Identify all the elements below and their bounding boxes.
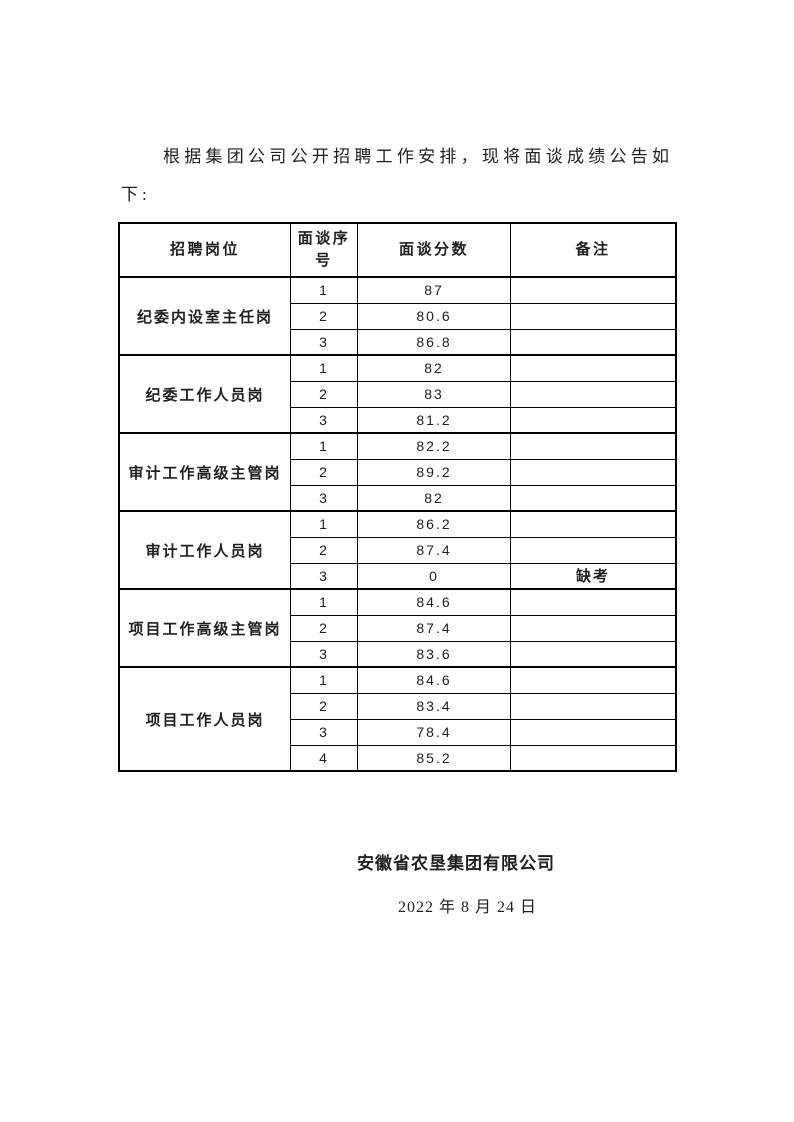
table-row: 2 87.4	[119, 536, 677, 564]
header-position: 招聘岗位	[118, 222, 291, 278]
interview-scores-table: 招聘岗位 面谈序号 面谈分数 备注 纪委内设室主任岗 1 87 2 80.6 3…	[118, 222, 677, 772]
table-row: 4 85.2	[119, 744, 677, 772]
position-cell: 纪委内设室主任岗	[118, 276, 291, 356]
score-cell: 83.6	[357, 640, 511, 668]
position-cell: 项目工作高级主管岗	[118, 588, 291, 668]
remark-cell	[510, 276, 677, 304]
remark-cell	[510, 406, 677, 434]
seq-cell: 2	[290, 458, 358, 486]
seq-cell: 2	[290, 614, 358, 642]
header-seq: 面谈序号	[290, 222, 358, 278]
remark-cell	[510, 484, 677, 512]
table-row: 2 83.4	[119, 692, 677, 720]
seq-cell: 3	[290, 484, 358, 512]
seq-cell: 3	[290, 406, 358, 434]
position-cell: 项目工作人员岗	[118, 666, 291, 772]
score-cell: 82	[357, 484, 511, 512]
score-cell: 84.6	[357, 588, 511, 616]
remark-cell	[510, 718, 677, 746]
score-cell: 87	[357, 276, 511, 304]
table-row: 纪委内设室主任岗 1 87	[118, 276, 677, 356]
seq-cell: 1	[290, 354, 358, 382]
seq-cell: 2	[290, 536, 358, 564]
header-score: 面谈分数	[357, 222, 511, 278]
table-row: 审计工作高级主管岗 1 82.2	[118, 432, 677, 512]
score-cell: 85.2	[357, 744, 511, 772]
absent-remark-cell: 缺考	[510, 562, 677, 590]
table-row: 项目工作人员岗 1 84.6	[118, 666, 677, 772]
table-row: 3 0 缺考	[119, 562, 677, 590]
table-header-row: 招聘岗位 面谈序号 面谈分数 备注	[118, 222, 677, 278]
score-cell: 83	[357, 380, 511, 408]
score-cell: 80.6	[357, 302, 511, 330]
seq-cell: 3	[290, 640, 358, 668]
remark-cell	[510, 536, 677, 564]
score-cell: 78.4	[357, 718, 511, 746]
score-cell: 81.2	[357, 406, 511, 434]
seq-cell: 3	[290, 328, 358, 356]
position-cell: 审计工作人员岗	[118, 510, 291, 590]
seq-cell: 2	[290, 380, 358, 408]
table-row: 3 86.8	[119, 328, 677, 356]
seq-cell: 1	[290, 588, 358, 616]
remark-cell	[510, 354, 677, 382]
remark-cell	[510, 744, 677, 772]
score-cell: 82.2	[357, 432, 511, 460]
table-row: 3 82	[119, 484, 677, 512]
table-row: 2 87.4	[119, 614, 677, 642]
signature-date: 2022 年 8 月 24 日	[398, 899, 538, 916]
remark-cell	[510, 458, 677, 486]
score-cell: 82	[357, 354, 511, 382]
table-row: 2 83	[119, 380, 677, 408]
remark-cell	[510, 380, 677, 408]
score-cell: 84.6	[357, 666, 511, 694]
intro-paragraph: 根据集团公司公开招聘工作安排，现将面谈成绩公告如下:	[121, 147, 673, 204]
position-cell: 纪委工作人员岗	[118, 354, 291, 434]
seq-cell: 1	[290, 666, 358, 694]
score-cell: 87.4	[357, 536, 511, 564]
seq-cell: 1	[290, 432, 358, 460]
table-row: 2 89.2	[119, 458, 677, 486]
score-cell: 87.4	[357, 614, 511, 642]
remark-cell	[510, 614, 677, 642]
seq-cell: 3	[290, 562, 358, 590]
seq-cell: 1	[290, 510, 358, 538]
seq-cell: 3	[290, 718, 358, 746]
remark-cell	[510, 510, 677, 538]
remark-cell	[510, 640, 677, 668]
seq-cell: 2	[290, 302, 358, 330]
score-cell: 86.2	[357, 510, 511, 538]
table-row: 纪委工作人员岗 1 82	[118, 354, 677, 434]
position-cell: 审计工作高级主管岗	[118, 432, 291, 512]
remark-cell	[510, 328, 677, 356]
score-cell: 83.4	[357, 692, 511, 720]
score-cell: 86.8	[357, 328, 511, 356]
score-cell: 89.2	[357, 458, 511, 486]
remark-cell	[510, 302, 677, 330]
seq-cell: 4	[290, 744, 358, 772]
company-name: 安徽省农垦集团有限公司	[357, 854, 555, 873]
remark-cell	[510, 588, 677, 616]
remark-cell	[510, 666, 677, 694]
seq-cell: 2	[290, 692, 358, 720]
header-remark: 备注	[510, 222, 677, 278]
remark-cell	[510, 692, 677, 720]
table-row: 审计工作人员岗 1 86.2	[118, 510, 677, 590]
table-row: 2 80.6	[119, 302, 677, 330]
seq-cell: 1	[290, 276, 358, 304]
score-cell: 0	[357, 562, 511, 590]
signature-block: 安徽省农垦集团有限公司 2022 年 8 月 24 日	[118, 852, 674, 920]
table-row: 项目工作高级主管岗 1 84.6	[118, 588, 677, 668]
remark-cell	[510, 432, 677, 460]
